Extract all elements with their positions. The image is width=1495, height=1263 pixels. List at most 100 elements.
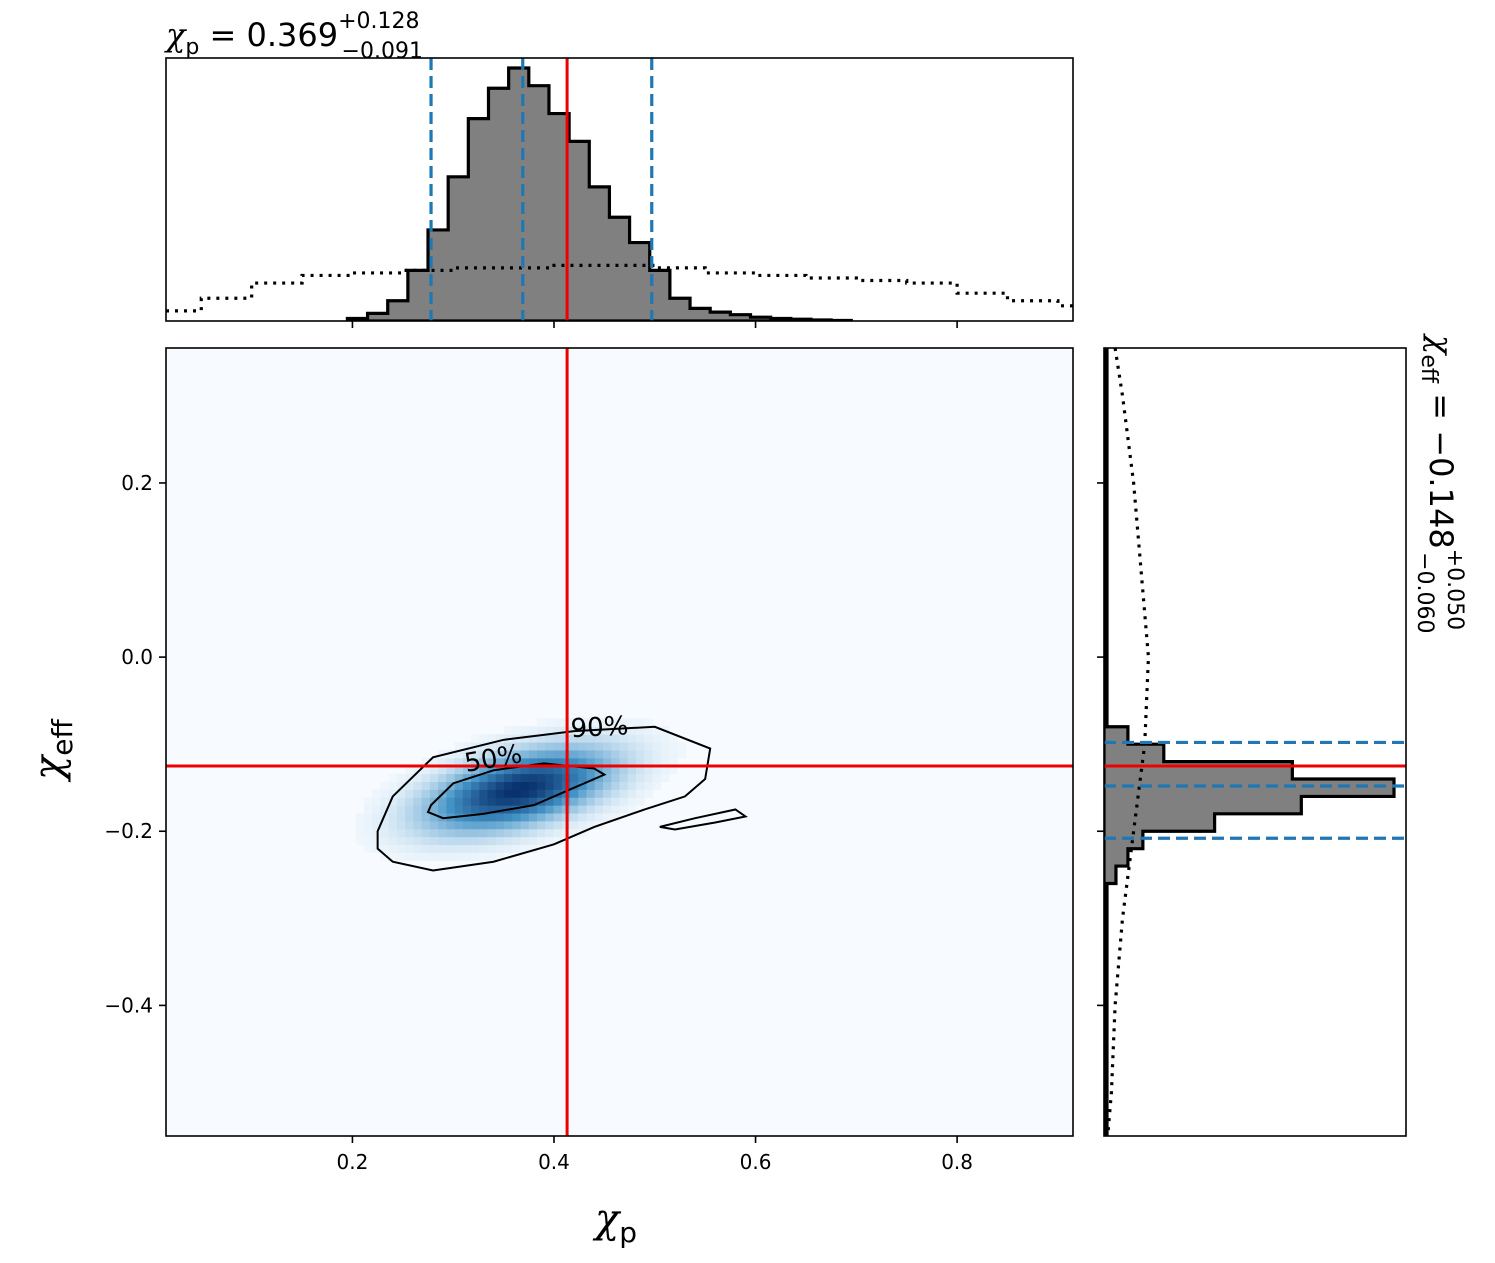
density-cell — [611, 773, 621, 782]
x-axis-title: χp — [592, 1196, 637, 1249]
density-cell — [644, 734, 654, 743]
density-cell — [545, 828, 555, 838]
density-cell — [388, 805, 398, 814]
density-cell — [471, 789, 480, 798]
density-cell — [528, 757, 538, 767]
density-cell — [372, 805, 381, 814]
y-axis-title: χeff — [26, 719, 79, 783]
density-cell — [586, 773, 596, 782]
density-cell — [479, 765, 489, 775]
density-cell — [471, 757, 480, 767]
density-cell — [570, 742, 579, 751]
density-cell — [537, 773, 546, 782]
density-cell — [644, 789, 654, 798]
density-cell — [355, 836, 365, 846]
density-cell — [504, 820, 513, 830]
density-cell — [635, 781, 645, 790]
density-cell — [545, 836, 555, 846]
density-cell — [545, 805, 555, 814]
density-cell — [363, 797, 373, 806]
density-cell — [504, 781, 513, 790]
density-cell — [594, 805, 604, 814]
density-cell — [495, 844, 505, 853]
density-cell — [421, 765, 431, 775]
x-marginal-frame — [165, 57, 1074, 322]
density-cell — [553, 820, 563, 830]
density-cell — [660, 742, 670, 751]
density-cell — [355, 820, 365, 830]
density-cell — [396, 805, 406, 814]
density-cell — [611, 718, 621, 727]
density-cell — [479, 828, 489, 838]
density-cell — [462, 844, 472, 853]
y-tick-label: 0.2 — [121, 471, 153, 495]
density-cell — [454, 742, 464, 751]
y-tick-label: 0.0 — [121, 645, 153, 669]
density-cell — [438, 765, 447, 775]
density-cell — [545, 781, 555, 790]
density-cell — [644, 773, 654, 782]
density-cell — [471, 781, 480, 790]
density-cell — [520, 805, 530, 814]
density-cell — [570, 773, 579, 782]
density-cell — [545, 820, 555, 830]
density-cell — [504, 773, 513, 782]
density-cell — [660, 773, 670, 782]
y-marginal-frame — [1103, 347, 1407, 1137]
density-cell — [413, 797, 423, 806]
density-cell — [487, 781, 497, 790]
density-cell — [611, 789, 621, 798]
density-cell — [652, 749, 662, 759]
density-cell — [586, 797, 596, 806]
density-cell — [652, 734, 662, 743]
density-cell — [635, 742, 645, 751]
density-cell — [438, 773, 447, 782]
density-cell — [644, 726, 654, 735]
density-cell — [520, 765, 530, 775]
density-cell — [396, 773, 406, 782]
density-cell — [462, 805, 472, 814]
density-cell — [668, 734, 678, 743]
density-cell — [603, 718, 612, 727]
density-cell — [619, 749, 629, 759]
density-cell — [520, 828, 530, 838]
density-cell — [363, 828, 373, 838]
density-cell — [520, 773, 530, 782]
density-cell — [372, 836, 381, 846]
density-cell — [611, 742, 621, 751]
density-cell — [553, 734, 563, 743]
density-cell — [454, 844, 464, 853]
density-cell — [512, 773, 522, 782]
density-cell — [405, 828, 414, 838]
density-cell — [553, 726, 563, 735]
density-cell — [520, 757, 530, 767]
density-cell — [355, 812, 365, 822]
density-cell — [396, 781, 406, 790]
density-cell — [619, 757, 629, 767]
density-cell — [570, 734, 579, 743]
density-cell — [504, 757, 513, 767]
density-cell — [396, 836, 406, 846]
density-cell — [421, 820, 431, 830]
density-cell — [545, 742, 555, 751]
density-cell — [380, 781, 390, 790]
density-cell — [504, 812, 513, 822]
density-cell — [594, 757, 604, 767]
y-tick-label: −0.2 — [104, 819, 153, 843]
density-cell — [578, 781, 588, 790]
density-cell — [454, 773, 464, 782]
density-cell — [413, 844, 423, 853]
density-cell — [479, 844, 489, 853]
density-cell — [479, 742, 489, 751]
density-cell — [405, 836, 414, 846]
density-cell — [446, 797, 456, 806]
density-cell — [603, 726, 612, 735]
density-cell — [594, 742, 604, 751]
density-cell — [388, 828, 398, 838]
density-cell — [380, 844, 390, 853]
density-cell — [537, 749, 546, 759]
density-cell — [495, 812, 505, 822]
density-cell — [429, 765, 439, 775]
density-cell — [537, 812, 546, 822]
density-cell — [512, 789, 522, 798]
